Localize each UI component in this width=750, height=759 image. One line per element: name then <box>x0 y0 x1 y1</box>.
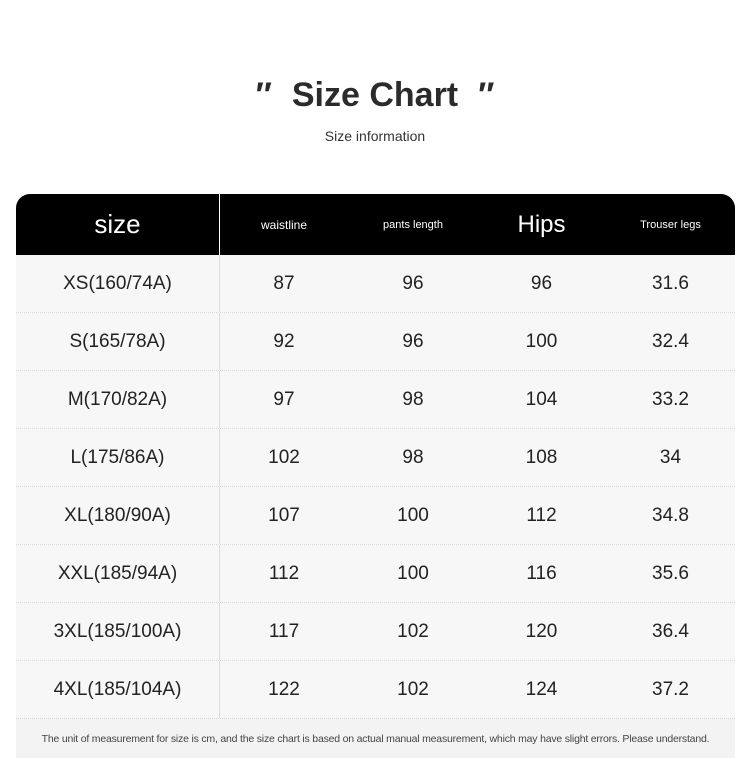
value-cell: 34 <box>659 447 682 468</box>
table-row: S(165/78A) 92 96 100 32.4 <box>16 313 735 371</box>
size-cell: XS(160/74A) <box>63 273 172 294</box>
column-divider <box>219 487 220 544</box>
title: Size Chart <box>291 76 459 114</box>
value-cell: 116 <box>526 563 557 584</box>
value-cell: 117 <box>268 621 300 642</box>
table-row: 4XL(185/104A) 122 102 124 37.2 <box>16 661 735 719</box>
value-cell: 37.2 <box>652 679 689 700</box>
column-header: pants length <box>383 218 443 231</box>
value-cell: 96 <box>530 273 553 294</box>
table-row: 3XL(185/100A) 117 102 120 36.4 <box>16 603 735 661</box>
value-cell: 100 <box>397 563 429 584</box>
value-cell: 102 <box>397 679 429 700</box>
header-divider <box>219 194 220 255</box>
value-cell: 112 <box>268 563 300 584</box>
value-cell: 98 <box>402 389 424 410</box>
value-cell: 122 <box>268 679 300 700</box>
value-cell: 32.4 <box>652 331 689 352</box>
title-row: ″ Size Chart ″ <box>0 76 750 115</box>
value-cell: 35.6 <box>652 563 689 584</box>
column-header: Trouser legs <box>640 218 701 231</box>
size-cell: L(175/86A) <box>70 447 165 468</box>
value-cell: 124 <box>525 679 558 700</box>
table-row: XXL(185/94A) 112 100 116 35.6 <box>16 545 735 603</box>
size-cell: 4XL(185/104A) <box>53 679 182 700</box>
column-divider <box>219 545 220 602</box>
size-cell: S(165/78A) <box>69 331 166 352</box>
column-header: size <box>94 209 141 239</box>
table-row: M(170/82A) 97 98 104 33.2 <box>16 371 735 429</box>
value-cell: 87 <box>273 273 295 294</box>
value-cell: 36.4 <box>652 621 689 642</box>
quote: ″ <box>255 76 272 114</box>
table-row: XS(160/74A) 87 96 96 31.6 <box>16 255 735 313</box>
value-cell: 102 <box>397 621 429 642</box>
value-cell: 112 <box>526 505 557 526</box>
size-table: size waistline pants length Hips Trouser leg… <box>16 194 735 758</box>
value-cell: 100 <box>397 505 429 526</box>
value-cell: 102 <box>268 447 300 468</box>
value-cell: 104 <box>525 389 558 410</box>
value-cell: 98 <box>402 447 424 468</box>
value-cell: 96 <box>402 273 424 294</box>
value-cell: 107 <box>268 505 300 526</box>
value-cell: 100 <box>525 331 558 352</box>
column-divider <box>219 255 220 312</box>
size-cell: XL(180/90A) <box>64 505 171 526</box>
table-header: size waistline pants length Hips Trouser leg… <box>16 194 735 255</box>
value-cell: 33.2 <box>652 389 689 410</box>
value-cell: 108 <box>525 447 558 468</box>
column-divider <box>219 371 220 428</box>
table-row: L(175/86A) 102 98 108 34 <box>16 429 735 487</box>
size-cell: 3XL(185/100A) <box>53 621 182 642</box>
column-header: Hips <box>517 210 566 238</box>
value-cell: 96 <box>402 331 424 352</box>
value-cell: 31.6 <box>652 273 689 294</box>
size-cell: XXL(185/94A) <box>57 563 178 584</box>
table-row: XL(180/90A) 107 100 112 34.8 <box>16 487 735 545</box>
column-divider <box>219 429 220 486</box>
footnote: The unit of measurement for size is cm, … <box>16 719 735 758</box>
value-cell: 34.8 <box>652 505 689 526</box>
value-cell: 120 <box>525 621 558 642</box>
column-divider <box>219 603 220 660</box>
size-cell: M(170/82A) <box>67 389 168 410</box>
quote: ″ <box>478 76 495 114</box>
column-divider <box>219 313 220 370</box>
column-header: waistline <box>260 217 308 232</box>
subtitle: Size information <box>324 128 426 144</box>
column-divider <box>219 661 220 718</box>
value-cell: 92 <box>273 331 295 352</box>
value-cell: 97 <box>273 389 295 410</box>
